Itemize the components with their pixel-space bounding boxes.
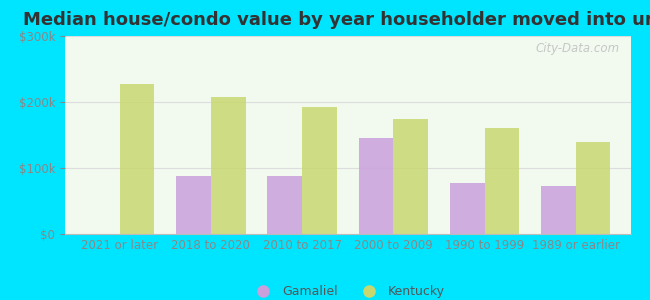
Bar xyxy=(541,187,576,234)
Bar xyxy=(450,182,484,234)
Bar xyxy=(576,142,610,234)
Bar xyxy=(211,98,246,234)
Bar xyxy=(176,176,211,234)
Bar xyxy=(359,138,393,234)
Bar xyxy=(393,118,428,234)
Bar xyxy=(484,128,519,234)
Bar xyxy=(302,106,337,234)
Bar xyxy=(268,176,302,234)
Bar xyxy=(120,83,155,234)
Legend: Gamaliel, Kentucky: Gamaliel, Kentucky xyxy=(246,280,450,300)
Title: Median house/condo value by year householder moved into unit: Median house/condo value by year househo… xyxy=(23,11,650,29)
Text: City-Data.com: City-Data.com xyxy=(535,42,619,55)
